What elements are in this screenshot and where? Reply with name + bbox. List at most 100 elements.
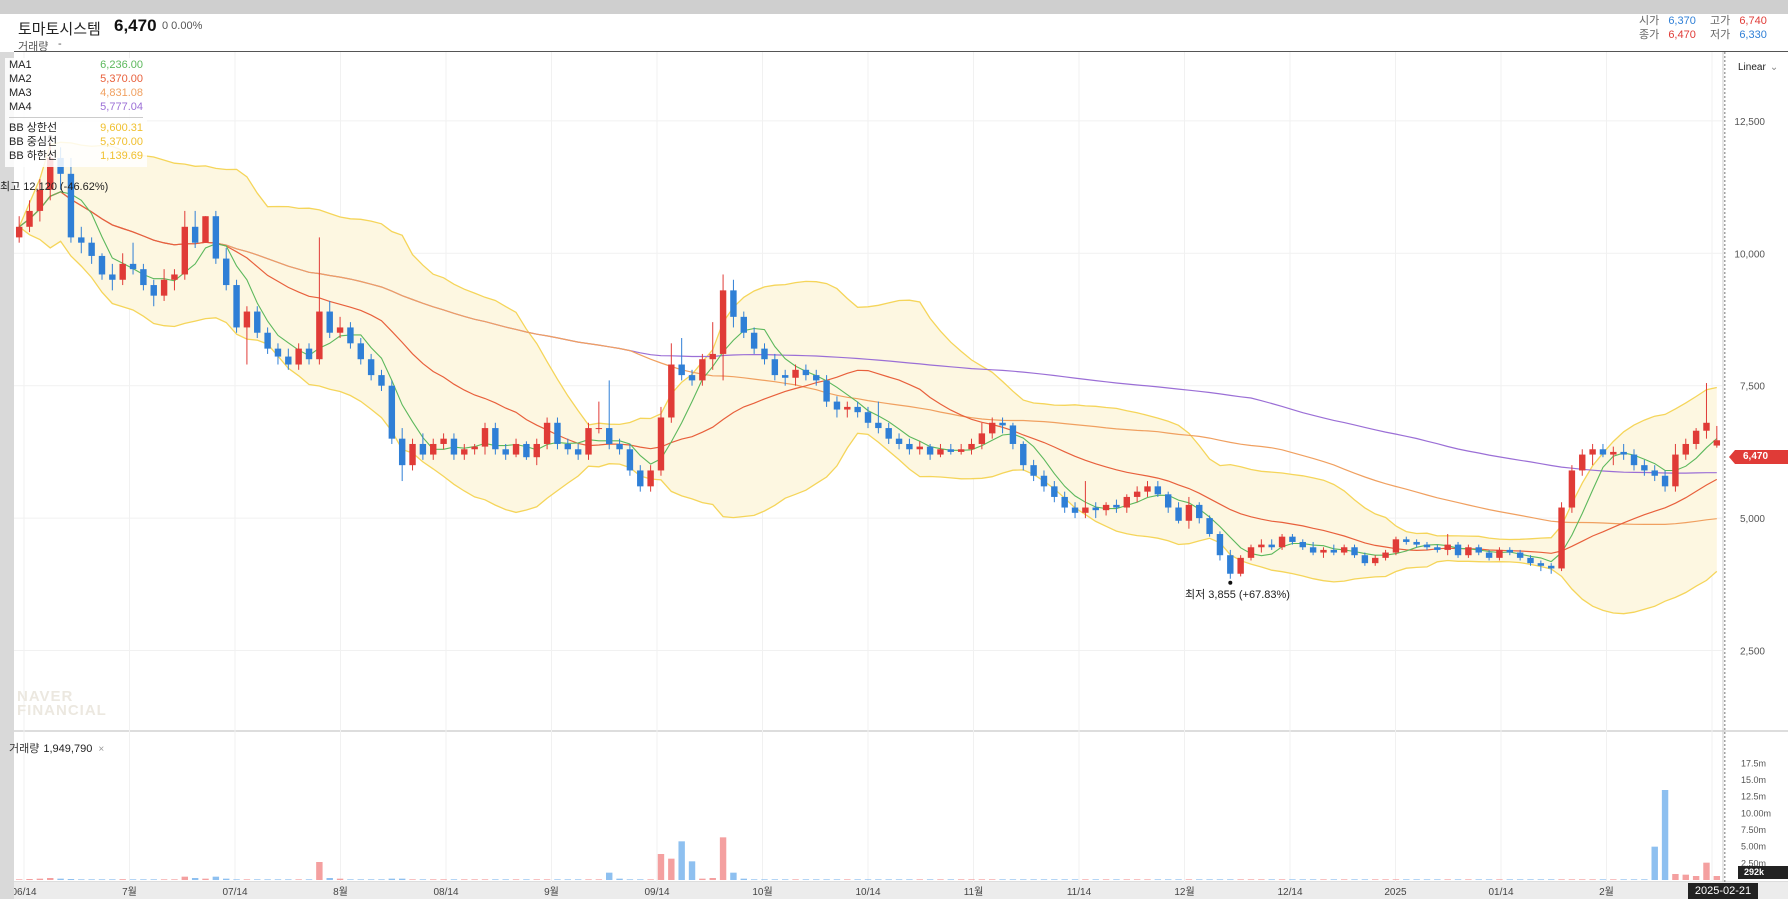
volume-bar — [637, 879, 644, 880]
volume-bar — [1082, 879, 1089, 880]
candle-body — [1496, 549, 1503, 558]
volume-bar — [119, 879, 126, 880]
candle-body — [978, 433, 986, 444]
candle — [1434, 544, 1441, 553]
candle-body — [1661, 475, 1669, 487]
candle — [1392, 536, 1400, 556]
volume-bar — [57, 878, 64, 880]
legend-name: BB 하한선 — [9, 150, 58, 162]
candle-body — [688, 375, 696, 381]
candle-body — [699, 359, 706, 381]
x-tick-label: 2025 — [1384, 887, 1407, 898]
candle-body — [1154, 486, 1162, 495]
volume-bar — [326, 878, 333, 880]
candle-body — [1185, 504, 1193, 521]
candle — [98, 253, 106, 280]
candle-body — [440, 438, 447, 444]
volume-tick-label: 12.5m — [1741, 792, 1766, 802]
volume-bar — [719, 837, 727, 880]
y-tick-label: 10,000 — [1734, 249, 1765, 260]
volume-bar — [1403, 879, 1410, 880]
legend-row: BB 중심선 5,370.00 — [9, 135, 143, 149]
candle-body — [1527, 557, 1534, 564]
close-icon[interactable]: × — [98, 744, 105, 755]
volume-bar — [1247, 879, 1255, 880]
candle-body — [1299, 541, 1306, 548]
candle — [471, 443, 478, 455]
volume-panel-title: 거래량 — [9, 743, 40, 755]
candle-body — [947, 449, 955, 452]
candle-body — [1516, 552, 1524, 558]
volume-tick-label: 7.50m — [1741, 825, 1766, 835]
candle-body — [833, 401, 841, 410]
volume-bar — [47, 878, 54, 880]
volume-bar — [1237, 879, 1244, 880]
volume-bar — [1206, 879, 1213, 880]
candle — [1196, 502, 1203, 524]
candle-body — [1030, 465, 1037, 476]
candle-body — [1506, 549, 1514, 553]
volume-bar — [1434, 879, 1441, 880]
candle — [637, 465, 644, 492]
candle — [574, 443, 582, 460]
volume-bar — [202, 878, 209, 880]
candle — [109, 263, 116, 291]
volume-bar — [730, 872, 737, 880]
candle-body — [471, 446, 478, 450]
left-scroll-strip[interactable] — [0, 52, 14, 899]
volume-bar — [243, 879, 251, 880]
candle-body — [1713, 440, 1721, 446]
candle — [36, 179, 44, 222]
candle — [1630, 449, 1638, 471]
candle-body — [409, 443, 416, 466]
legend-row: MA3 4,831.08 — [9, 86, 143, 100]
volume-bar — [1703, 862, 1710, 880]
volume-bar — [1568, 879, 1576, 880]
chart-header: 토마토시스템 6,470 0 0.00% 거래량 - 시가 6,370 고가 6… — [14, 14, 1788, 53]
candle — [191, 210, 199, 248]
candle-body — [1071, 507, 1079, 513]
candle-body — [78, 237, 85, 243]
volume-bar — [844, 879, 851, 880]
volume-bar — [1506, 879, 1514, 880]
volume-bar — [1040, 879, 1048, 880]
bollinger-band-fill — [19, 142, 1717, 614]
high-value: 6,740 — [1739, 15, 1767, 27]
x-tick-label: 10월 — [752, 886, 772, 898]
x-tick-label: 12월 — [1174, 886, 1194, 898]
volume-bar — [709, 878, 716, 880]
candle — [1268, 539, 1275, 550]
scale-mode-dropdown[interactable]: Linear ⌄ — [1738, 62, 1778, 73]
candle — [616, 438, 623, 455]
volume-bar — [67, 879, 75, 880]
bollinger-upper-line — [18, 141, 1717, 541]
candle — [1713, 425, 1721, 448]
candle-body — [47, 157, 54, 190]
candle — [88, 237, 95, 264]
candle-body — [1133, 491, 1141, 497]
candle-body — [1164, 494, 1172, 508]
candle-body — [512, 443, 520, 455]
candle — [254, 306, 261, 339]
candle-body — [347, 327, 354, 344]
volume-bar — [1599, 879, 1607, 880]
volume-bar — [885, 879, 892, 880]
volume-bar — [1413, 879, 1420, 880]
candle — [978, 422, 986, 450]
candle — [1133, 486, 1141, 503]
volume-bar — [1030, 879, 1037, 880]
candle-body — [1196, 504, 1203, 519]
open-label: 시가 — [1639, 15, 1660, 27]
candle — [336, 316, 344, 339]
volume-bar — [554, 879, 561, 880]
legend-value: 9,600.31 — [100, 122, 143, 134]
volume-bar — [937, 879, 944, 880]
candle-body — [1703, 422, 1710, 431]
volume-bar — [502, 879, 509, 880]
candle-body — [264, 332, 271, 349]
volume-bar — [150, 879, 157, 880]
volume-bar — [626, 879, 634, 880]
candle — [740, 311, 747, 339]
volume-bar — [367, 879, 375, 880]
